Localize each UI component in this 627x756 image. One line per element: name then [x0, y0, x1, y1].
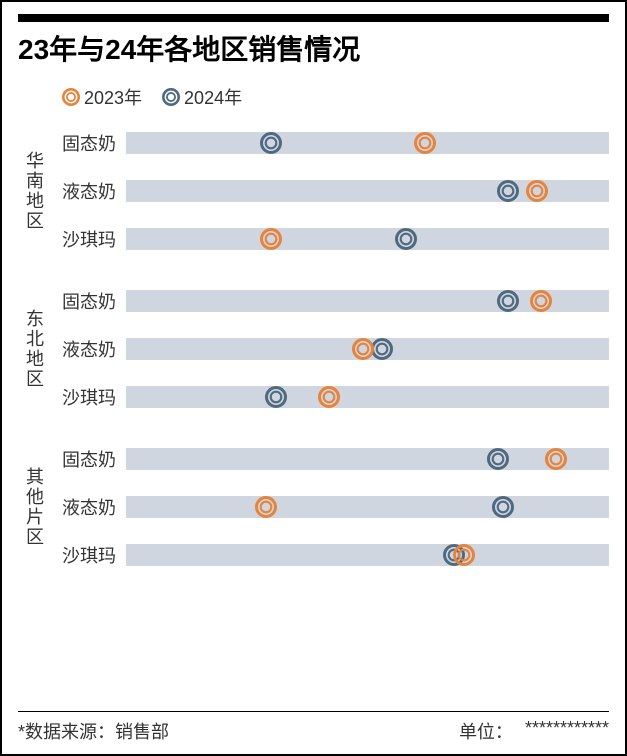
marker-2023 — [260, 228, 282, 250]
bar-track — [126, 228, 609, 250]
data-row: 沙琪玛 — [50, 542, 609, 568]
marker-2024 — [371, 338, 393, 360]
row-label: 沙琪玛 — [50, 384, 116, 410]
chart-title: 23年与24年各地区销售情况 — [18, 28, 609, 68]
footer: *数据来源：销售部 单位： ************ — [18, 711, 609, 744]
marker-2024 — [395, 228, 417, 250]
row-label: 沙琪玛 — [50, 226, 116, 252]
marker-2023 — [414, 132, 436, 154]
data-row: 沙琪玛 — [50, 384, 609, 410]
bar-background — [126, 386, 609, 408]
bar-background — [126, 132, 609, 154]
marker-2023 — [255, 496, 277, 518]
marker-2024 — [492, 496, 514, 518]
legend: 2023年 2024年 — [18, 84, 609, 110]
region-group: 东北地区固态奶 液态奶 沙琪玛 — [18, 288, 609, 410]
data-row: 液态奶 — [50, 494, 609, 520]
footer-source: *数据来源：销售部 — [18, 718, 169, 744]
bar-background — [126, 448, 609, 470]
bar-background — [126, 496, 609, 518]
region-label: 其他片区 — [18, 446, 50, 568]
marker-2023 — [352, 338, 374, 360]
legend-item: 2024年 — [162, 84, 242, 110]
footer-unit-value: ************ — [525, 718, 609, 744]
marker-2024 — [265, 386, 287, 408]
chart-container: 23年与24年各地区销售情况 2023年 2024年 华南地区固态奶 液态奶 沙… — [0, 0, 627, 756]
bar-track — [126, 132, 609, 154]
bar-background — [126, 544, 609, 566]
marker-2023 — [453, 544, 475, 566]
data-row: 固态奶 — [50, 446, 609, 472]
bar-background — [126, 228, 609, 250]
marker-2024 — [497, 180, 519, 202]
region-rows: 固态奶 液态奶 沙琪玛 — [50, 446, 609, 568]
row-label: 液态奶 — [50, 178, 116, 204]
legend-label: 2023年 — [84, 84, 142, 110]
bar-track — [126, 544, 609, 566]
marker-2023 — [526, 180, 548, 202]
bar-track — [126, 180, 609, 202]
chart-body: 华南地区固态奶 液态奶 沙琪玛 东北地区固态奶 液态奶 沙琪玛 其他片区固态奶 — [18, 130, 609, 568]
marker-2023 — [530, 290, 552, 312]
row-label: 固态奶 — [50, 446, 116, 472]
data-row: 液态奶 — [50, 336, 609, 362]
row-label: 液态奶 — [50, 336, 116, 362]
bar-track — [126, 290, 609, 312]
title-underline — [18, 14, 609, 22]
region-label: 华南地区 — [18, 130, 50, 252]
region-rows: 固态奶 液态奶 沙琪玛 — [50, 288, 609, 410]
data-row: 液态奶 — [50, 178, 609, 204]
legend-label: 2024年 — [184, 84, 242, 110]
legend-marker-icon — [162, 88, 180, 106]
row-label: 固态奶 — [50, 130, 116, 156]
marker-2023 — [318, 386, 340, 408]
marker-2024 — [260, 132, 282, 154]
legend-item: 2023年 — [62, 84, 142, 110]
bar-track — [126, 338, 609, 360]
row-label: 沙琪玛 — [50, 542, 116, 568]
marker-2024 — [497, 290, 519, 312]
data-row: 固态奶 — [50, 130, 609, 156]
region-rows: 固态奶 液态奶 沙琪玛 — [50, 130, 609, 252]
bar-track — [126, 386, 609, 408]
data-row: 沙琪玛 — [50, 226, 609, 252]
row-label: 固态奶 — [50, 288, 116, 314]
footer-unit-label: 单位： — [459, 718, 513, 744]
region-label: 东北地区 — [18, 288, 50, 410]
data-row: 固态奶 — [50, 288, 609, 314]
region-group: 其他片区固态奶 液态奶 沙琪玛 — [18, 446, 609, 568]
marker-2024 — [487, 448, 509, 470]
row-label: 液态奶 — [50, 494, 116, 520]
region-group: 华南地区固态奶 液态奶 沙琪玛 — [18, 130, 609, 252]
bar-track — [126, 448, 609, 470]
legend-marker-icon — [62, 88, 80, 106]
bar-track — [126, 496, 609, 518]
marker-2023 — [545, 448, 567, 470]
